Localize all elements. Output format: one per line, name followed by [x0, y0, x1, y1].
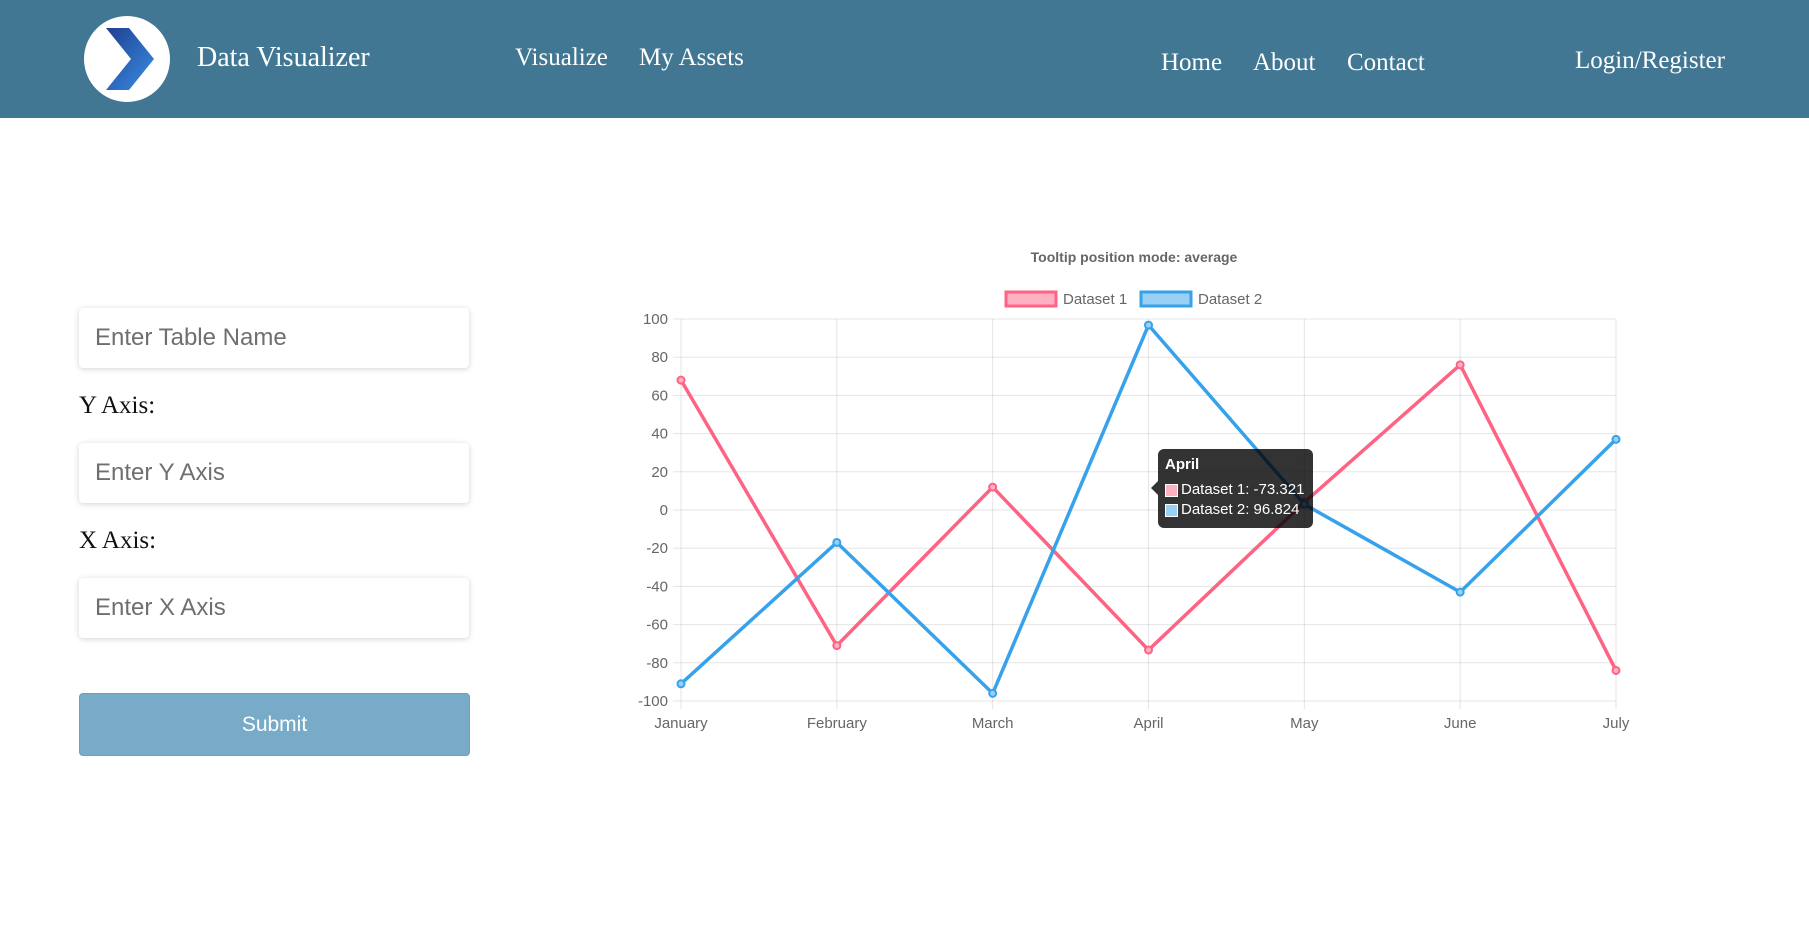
data-point-dataset-2[interactable] [1144, 320, 1153, 330]
chevron-right-icon [106, 28, 154, 90]
x-axis-input[interactable] [79, 578, 469, 638]
tooltip-item-dataset-1: Dataset 1: -73.321 [1165, 480, 1306, 500]
y-tick-label: -40 [646, 578, 668, 595]
x-tick-label: March [972, 715, 1014, 732]
nav-login-register[interactable]: Login/Register [1575, 47, 1725, 74]
y-axis-label: Y Axis: [79, 392, 156, 419]
table-name-input[interactable] [79, 308, 469, 368]
chart-legend[interactable]: Dataset 1 Dataset 2 [1004, 290, 1262, 308]
data-point-dataset-1[interactable] [832, 641, 842, 651]
x-axis: January February March April May June July [654, 715, 1630, 732]
y-tick-label: 0 [660, 502, 668, 519]
x-tick-label: June [1444, 715, 1477, 732]
brand-title[interactable]: Data Visualizer [197, 42, 370, 73]
tooltip-item-dataset-2: Dataset 2: 96.824 [1165, 500, 1306, 520]
chart-tooltip: April Dataset 1: -73.321 Dataset 2: 96.8… [1151, 449, 1313, 528]
y-tick-label: -100 [638, 693, 668, 710]
tooltip-title: April [1165, 456, 1200, 473]
navbar: Data Visualizer Visualize My Assets Home… [0, 0, 1809, 118]
data-point-dataset-1[interactable] [988, 482, 998, 492]
y-tick-label: 100 [643, 311, 668, 328]
nav-home[interactable]: Home [1161, 49, 1223, 76]
tooltip-text-dataset-2: Dataset 2: 96.824 [1181, 501, 1300, 518]
y-axis: 100 80 60 40 20 0 -20 -40 -60 -80 -100 [638, 311, 668, 710]
legend-label-dataset-1: Dataset 1 [1063, 291, 1127, 308]
data-point-dataset-1[interactable] [676, 375, 686, 385]
data-point-dataset-2[interactable] [1455, 587, 1465, 597]
nav-my-assets[interactable]: My Assets [639, 44, 744, 71]
nav-about[interactable]: About [1253, 49, 1316, 76]
chart-title: Tooltip position mode: average [1031, 249, 1238, 265]
x-tick-label: May [1290, 715, 1319, 732]
tooltip-swatch-dataset-2 [1165, 503, 1178, 517]
legend-item-dataset-1[interactable]: Dataset 1 [1004, 290, 1127, 308]
legend-swatch-dataset-2 [1139, 290, 1193, 308]
y-tick-label: 40 [651, 426, 668, 443]
y-tick-label: -60 [646, 617, 668, 634]
data-point-dataset-2[interactable] [832, 537, 842, 547]
legend-label-dataset-2: Dataset 2 [1198, 291, 1262, 308]
y-tick-label: 80 [651, 349, 668, 366]
x-tick-label: July [1603, 715, 1630, 732]
y-tick-label: -20 [646, 540, 668, 557]
data-point-dataset-1[interactable] [1455, 360, 1465, 370]
submit-button[interactable]: Submit [79, 693, 470, 756]
x-tick-label: April [1133, 715, 1163, 732]
x-axis-label: X Axis: [79, 527, 157, 554]
y-axis-input[interactable] [79, 443, 469, 503]
chart-series[interactable] [676, 320, 1621, 698]
nav-visualize[interactable]: Visualize [515, 44, 608, 71]
legend-item-dataset-2[interactable]: Dataset 2 [1139, 290, 1262, 308]
legend-swatch-dataset-1 [1004, 290, 1058, 308]
x-tick-label: February [807, 715, 868, 732]
data-point-dataset-1[interactable] [1611, 665, 1621, 675]
data-point-dataset-1[interactable] [1144, 645, 1153, 655]
y-tick-label: -80 [646, 655, 668, 672]
data-point-dataset-2[interactable] [988, 688, 998, 698]
nav-contact[interactable]: Contact [1347, 49, 1425, 76]
tooltip-text-dataset-1: Dataset 1: -73.321 [1181, 481, 1305, 498]
data-point-dataset-2[interactable] [1611, 434, 1621, 444]
x-tick-label: January [654, 715, 708, 732]
y-tick-label: 60 [651, 387, 668, 404]
data-point-dataset-2[interactable] [676, 679, 686, 689]
logo[interactable] [84, 16, 170, 102]
y-tick-label: 20 [651, 464, 668, 481]
tooltip-swatch-dataset-1 [1165, 483, 1178, 497]
